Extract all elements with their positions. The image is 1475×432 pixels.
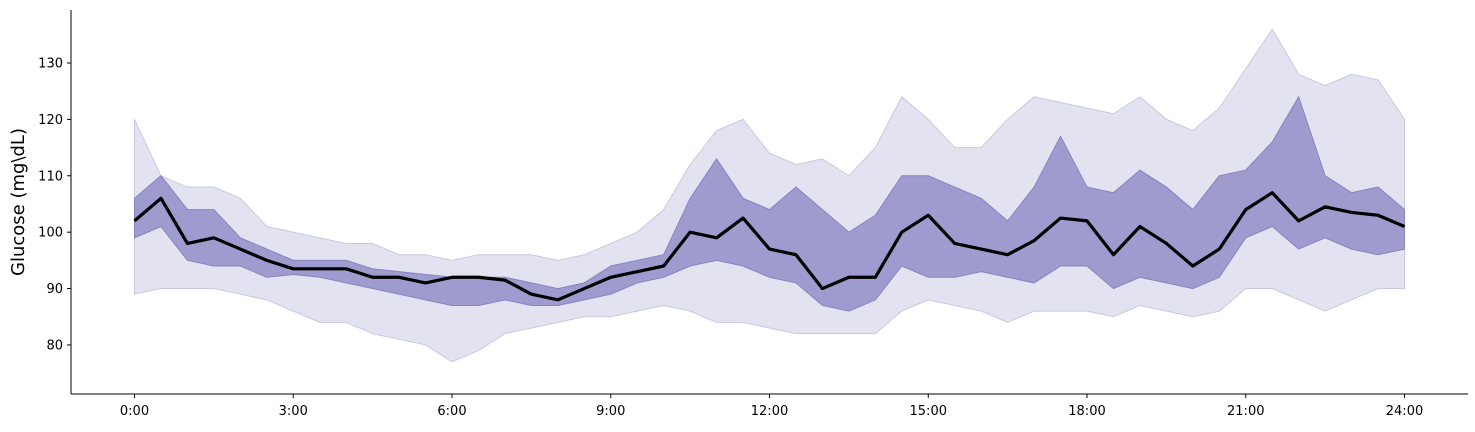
y-axis-label: Glucose (mg\dL) (8, 128, 29, 276)
y-tick-label: 80 (46, 338, 63, 353)
y-tick-label: 100 (38, 226, 63, 241)
x-tick-label: 3:00 (279, 404, 308, 419)
x-tick-label: 15:00 (910, 404, 947, 419)
x-tick-label: 24:00 (1386, 404, 1423, 419)
x-tick-label: 18:00 (1068, 404, 1105, 419)
y-tick-label: 130 (38, 57, 63, 72)
x-tick-label: 21:00 (1227, 404, 1264, 419)
y-tick-label: 90 (46, 282, 63, 297)
y-tick-label: 120 (38, 113, 63, 128)
median-line (133, 191, 1406, 302)
x-tick-label: 6:00 (437, 404, 466, 419)
percentile-band (134, 95, 1405, 312)
y-tick-label: 110 (38, 169, 63, 184)
x-tick-label: 0:00 (120, 404, 149, 419)
x-tick-label: 9:00 (596, 404, 625, 419)
x-tick-label: 12:00 (751, 404, 788, 419)
